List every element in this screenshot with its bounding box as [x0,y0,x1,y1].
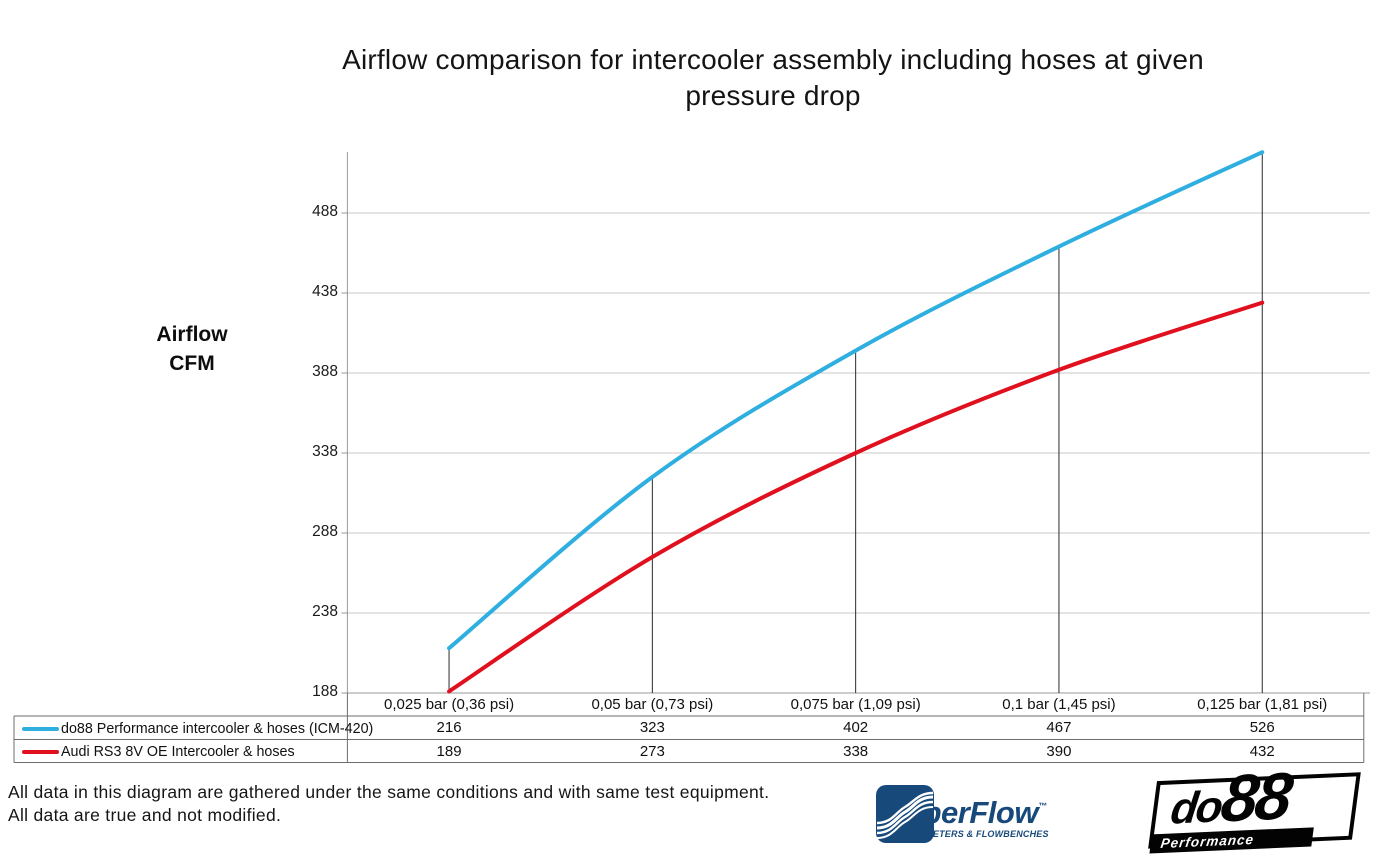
y-axis-tick-label: 388 [312,363,338,380]
chart-title-line2: pressure drop [685,80,861,111]
legend-label: do88 Performance intercooler & hoses (IC… [61,720,374,737]
legend-item-do88-series: do88 Performance intercooler & hoses (IC… [22,717,373,740]
y-axis-tick-label: 438 [312,283,338,300]
legend-label: Audi RS3 8V OE Intercooler & hoses [61,743,295,760]
x-axis-category-label: 0,05 bar (0,73 psi) [591,696,714,713]
series-color-key-icon [22,749,59,754]
disclaimer-line1: All data in this diagram are gathered un… [8,782,770,802]
x-axis-category-label: 0,075 bar (1,09 psi) [790,696,921,713]
table-value-cell: 467 [1046,719,1072,736]
table-value-cell: 432 [1249,742,1275,760]
y-axis-title-line2: CFM [169,352,215,375]
series-color-key-icon [22,726,59,731]
do88-wordmark: do88 [1167,758,1295,836]
y-axis-tick-label: 188 [312,683,338,700]
table-value-cell: 338 [843,742,869,760]
disclaimer-text: All data in this diagram are gathered un… [8,781,769,826]
y-axis-tick-label: 338 [312,443,338,460]
superflow-tagline: DYNAMOMETERS & FLOWBENCHES [884,829,1049,839]
table-value-cell: 526 [1249,719,1275,736]
y-axis-title-line1: Airflow [156,323,228,346]
do88-logo: do88 Performance [1141,758,1363,859]
y-axis-title: Airflow CFM [132,320,252,378]
trademark-symbol: ™ [1037,801,1047,811]
superflow-logo: SuperFlow™ DYNAMOMETERS & FLOWBENCHES [876,785,1049,845]
table-value-cell: 273 [639,742,665,760]
x-axis-category-label: 0,1 bar (1,45 psi) [1002,696,1116,713]
chart-title-line1: Airflow comparison for intercooler assem… [342,44,1204,75]
y-axis-tick-label: 288 [312,523,338,540]
x-axis-category-label: 0,125 bar (1,81 psi) [1197,696,1328,713]
chart-title: Airflow comparison for intercooler assem… [258,42,1288,114]
table-value-cell: 216 [436,719,462,736]
y-axis-tick-label: 238 [312,603,338,620]
table-value-cell: 189 [436,742,462,760]
table-value-cell: 390 [1046,742,1072,760]
superflow-wave-icon [876,785,934,843]
table-value-cell: 323 [639,719,665,736]
legend-item-audi-series: Audi RS3 8V OE Intercooler & hoses [22,740,344,763]
table-value-cell: 402 [843,719,869,736]
disclaimer-line2: All data are true and not modified. [8,804,282,825]
y-axis-tick-label: 488 [312,203,338,220]
x-axis-category-label: 0,025 bar (0,36 psi) [384,696,515,713]
